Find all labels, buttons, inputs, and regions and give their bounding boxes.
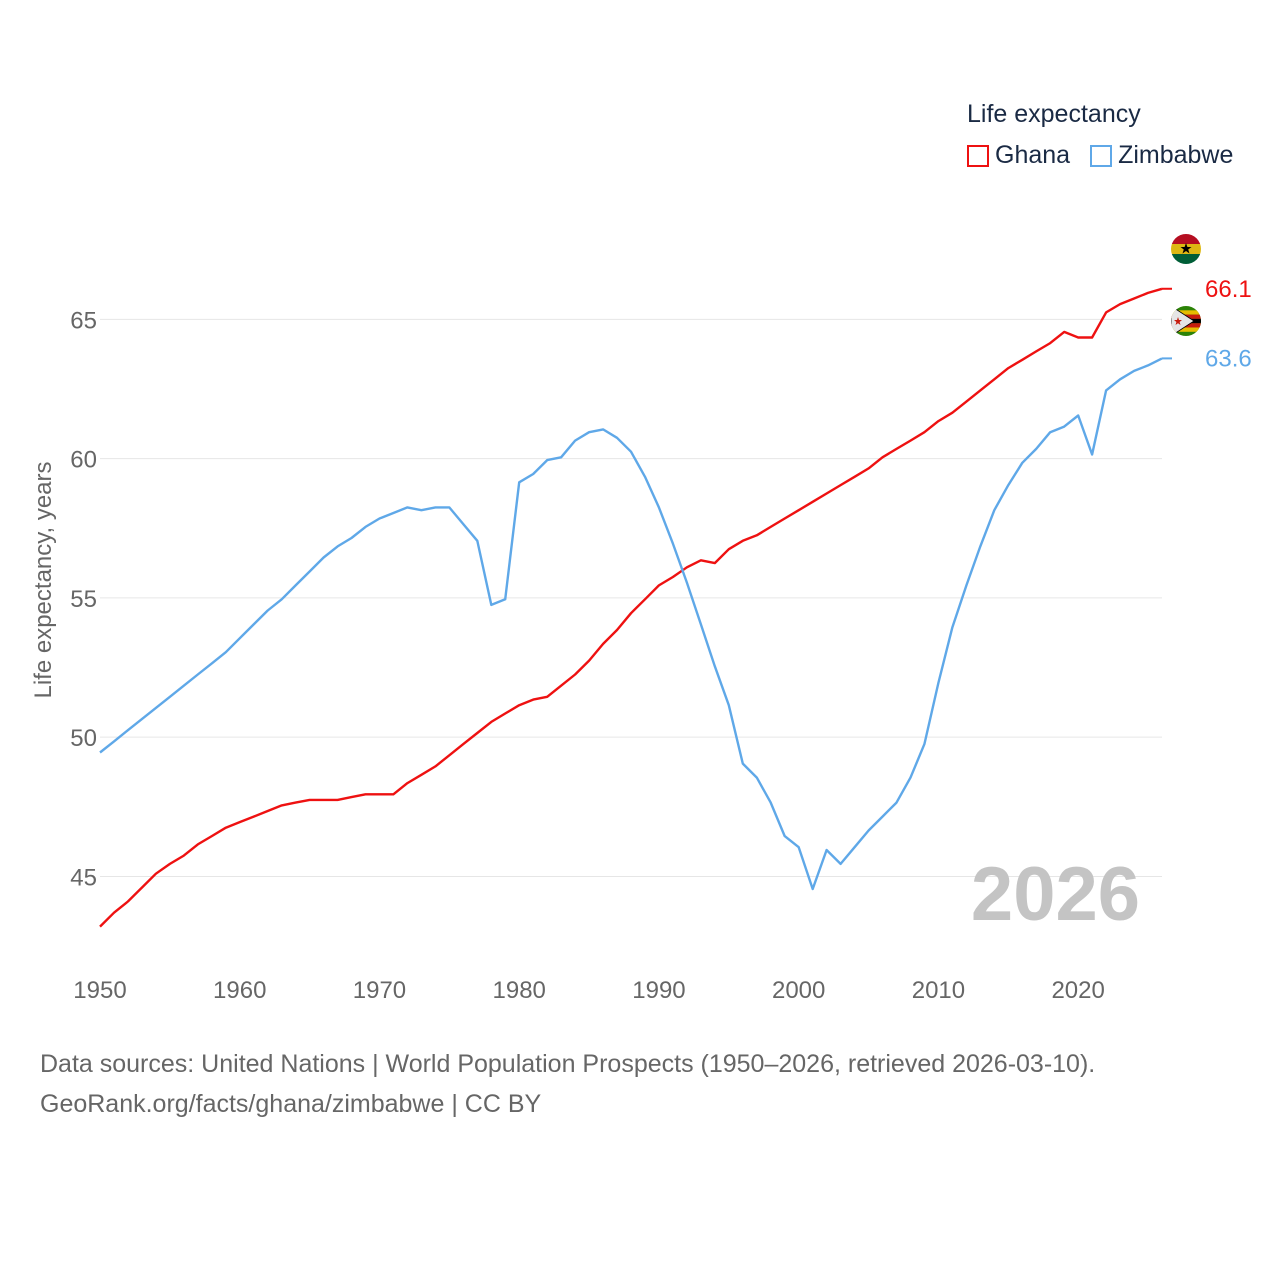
end-label-ghana: 66.1 [1205,276,1252,303]
legend-item-zimbabwe[interactable]: Zimbabwe [1090,141,1233,170]
x-tick-label: 1970 [353,977,406,1004]
series-line-ghana[interactable] [99,287,1163,928]
ghana-flag-icon [1171,234,1201,264]
legend-label-zimbabwe: Zimbabwe [1118,141,1234,169]
y-tick-label: 60 [70,447,97,474]
y-tick-label: 65 [70,307,97,334]
x-tick-label: 1980 [493,977,546,1004]
data-source: Data sources: United Nations | World Pop… [40,1044,1095,1124]
y-tick-label: 50 [70,725,97,752]
zimbabwe-swatch-icon [1090,144,1113,167]
legend-label-ghana: Ghana [995,141,1071,169]
series-line-zimbabwe[interactable] [99,357,1163,891]
legend: Ghana Zimbabwe [967,141,1233,170]
line-chart: 45 50 55 60 65 1950 1960 1970 1980 1990 2000 2010 2… [30,234,1252,1004]
attribution-line: GeoRank.org/facts/ghana/zimbabwe | CC BY [40,1090,542,1118]
x-tick-label: 1960 [213,977,266,1004]
x-tick-label: 2020 [1051,977,1104,1004]
series-lines [99,287,1172,928]
zimbabwe-flag-icon [1171,306,1201,336]
x-axis-ticks: 1950 1960 1970 1980 1990 2000 2010 2020 [73,977,1105,1004]
y-tick-label: 55 [70,586,97,613]
series-end-labels: 66.1 63.6 [1205,276,1252,373]
legend-item-ghana[interactable]: Ghana [967,141,1070,170]
ghana-swatch-icon [967,144,989,167]
source-line: Data sources: United Nations | World Pop… [40,1050,1096,1078]
gridlines [100,318,1162,877]
legend-title: Life expectancy [967,100,1141,128]
y-axis-ticks: 45 50 55 60 65 [70,307,97,891]
x-tick-label: 1990 [632,977,685,1004]
x-tick-label: 1950 [73,977,126,1004]
x-tick-label: 2010 [912,977,965,1004]
y-axis-label: Life expectancy, years [30,461,57,698]
end-label-zimbabwe: 63.6 [1205,345,1252,372]
x-tick-label: 2000 [772,977,825,1004]
y-tick-label: 45 [70,864,97,891]
year-watermark: 2026 [971,852,1140,937]
